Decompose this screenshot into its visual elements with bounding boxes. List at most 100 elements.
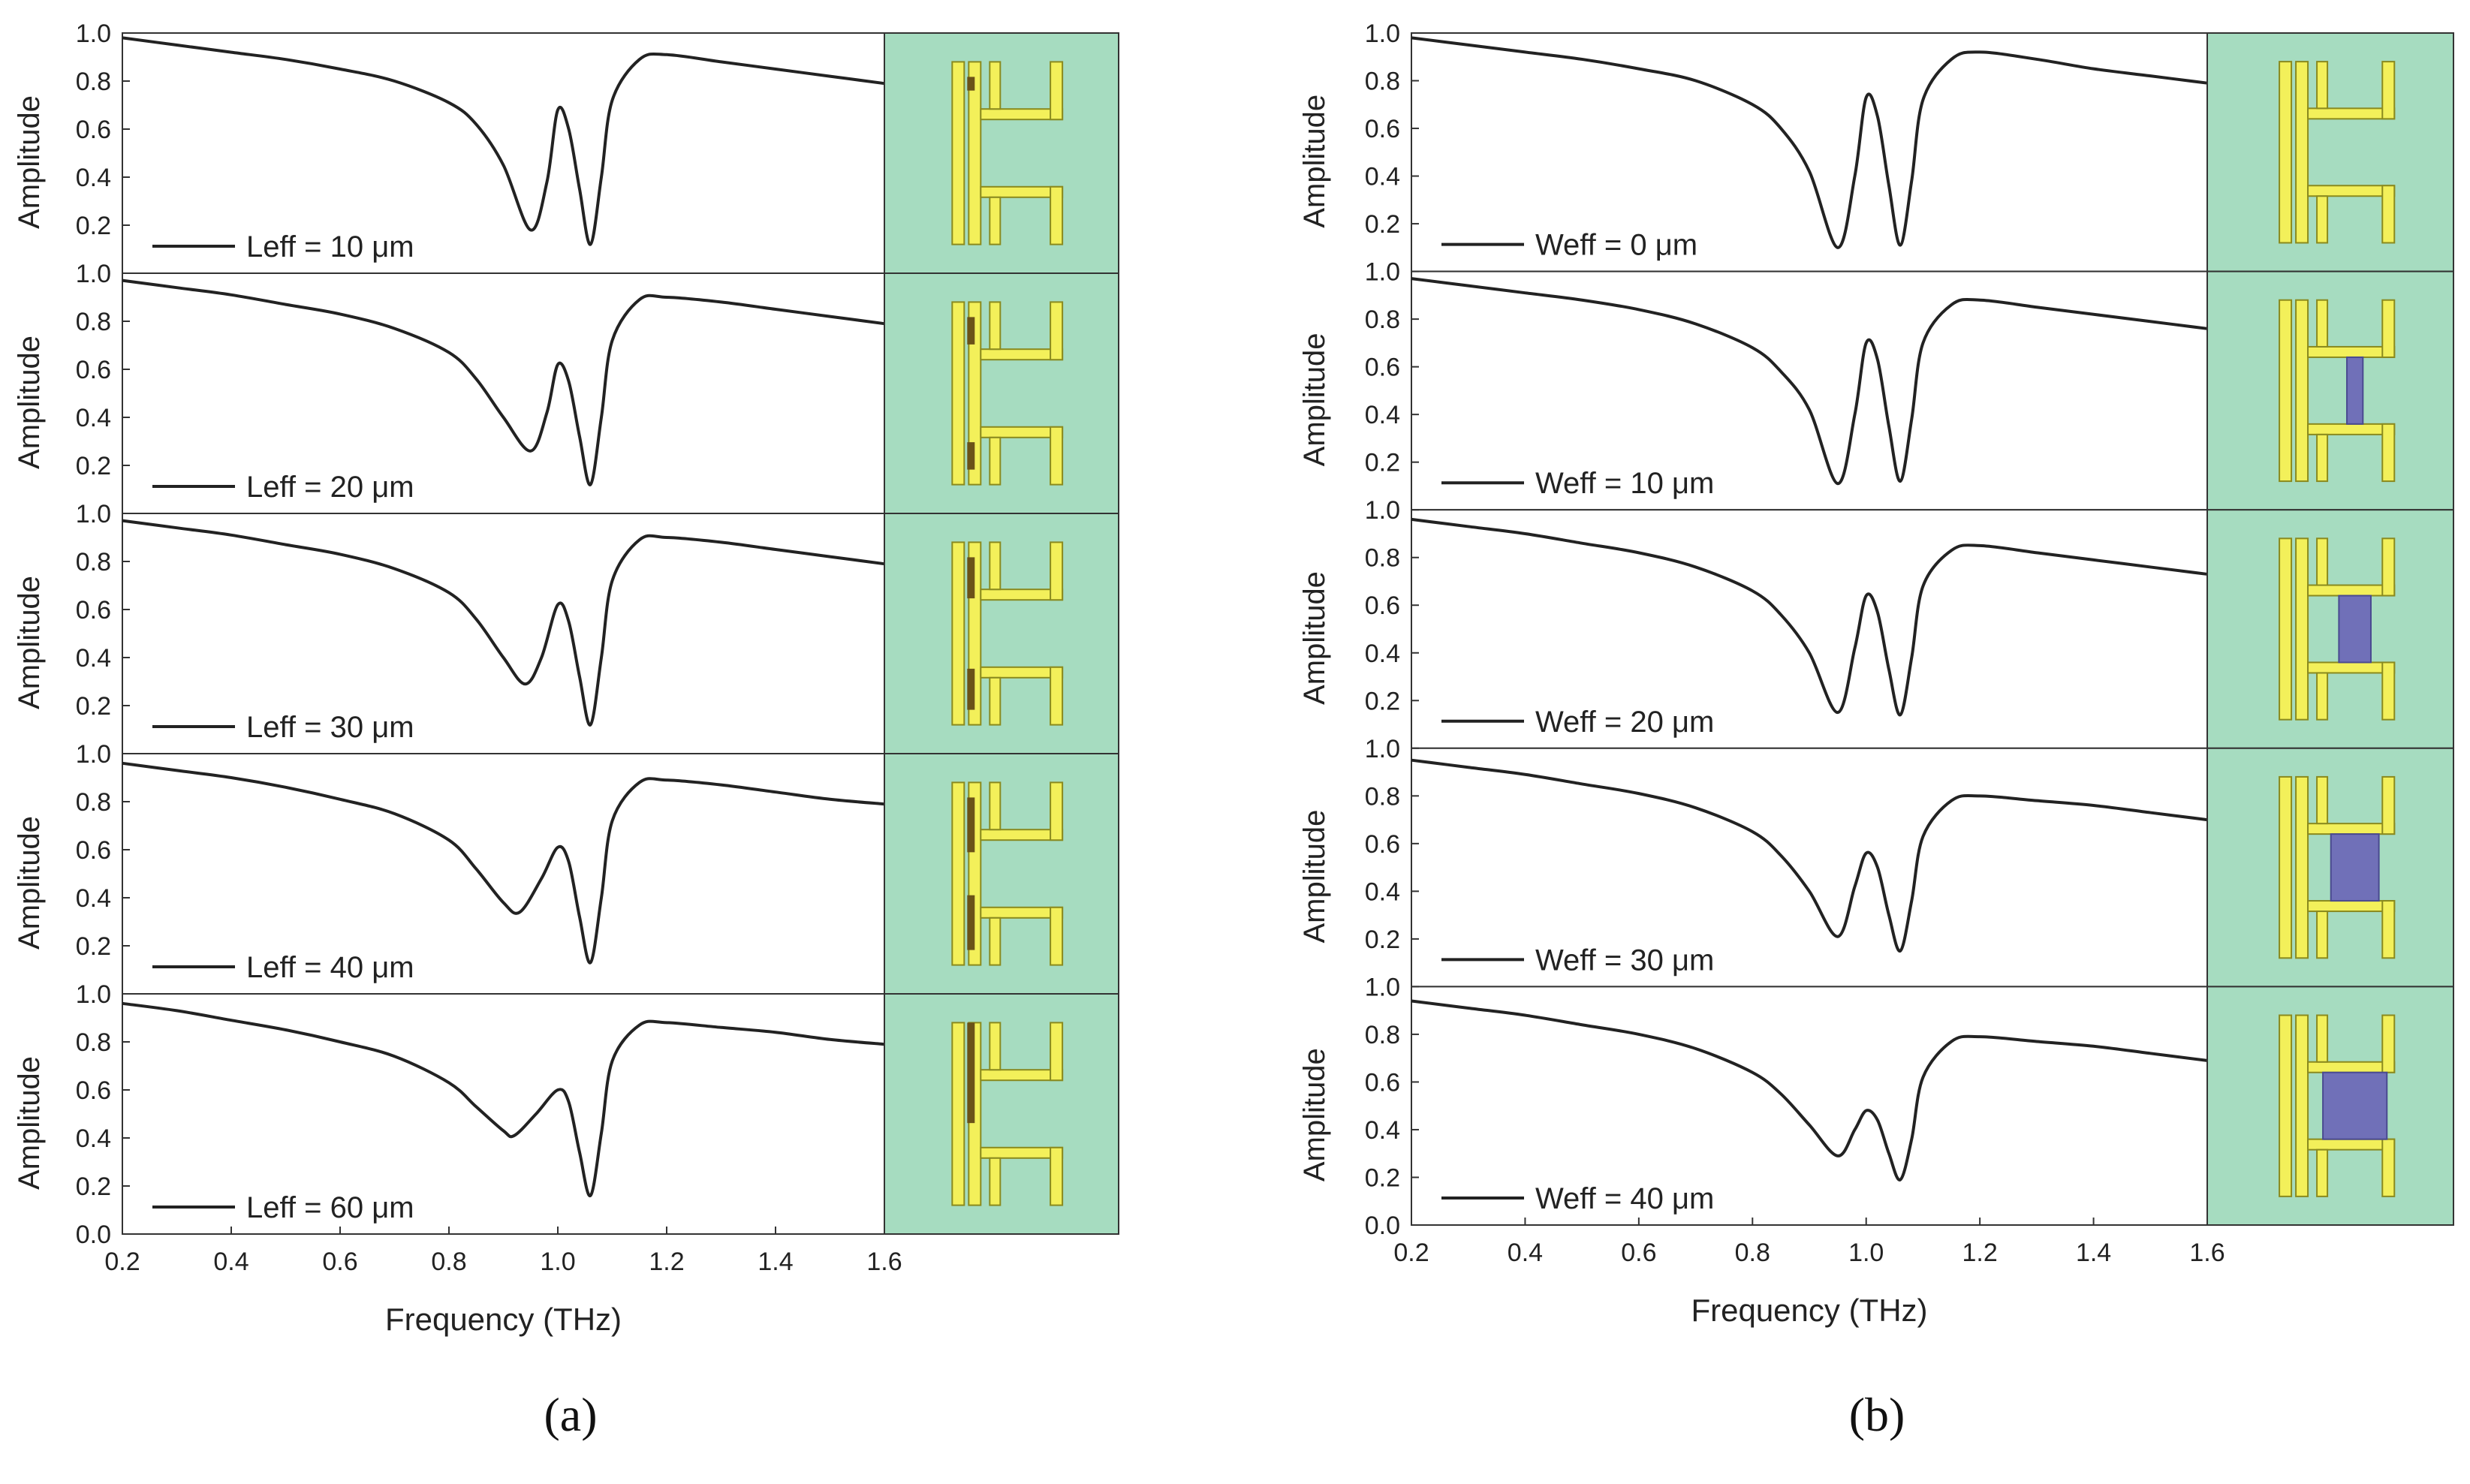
y-tick-label: 0.2 [76,212,111,240]
metal-bar [951,301,965,486]
plot-frame [122,993,885,1235]
metal-arm [2381,661,2396,721]
legend-label: Weff = 40 μm [1535,1182,1714,1215]
series-line [122,36,885,246]
metal-arm [989,436,1002,486]
y-tick-label: 0.2 [76,452,111,480]
x-tick-label: 0.4 [213,1248,249,1276]
metal-arm [2307,345,2396,358]
y-tick-label: 1.0 [76,20,111,48]
y-tick-label: 0.4 [76,1124,111,1153]
x-tick-label: 0.2 [104,1248,140,1276]
metal-arm [1050,301,1064,361]
x-tick-label: 0.6 [1621,1239,1656,1267]
metal-arm [1050,1146,1064,1206]
y-tick-label: 0.4 [1365,401,1400,429]
x-tick-label: 1.2 [1962,1239,1998,1267]
metal-arm [2307,1061,2396,1073]
y-tick-label: 0.4 [76,404,111,432]
y-tick-label: 0.8 [1365,306,1400,334]
y-tick-label: 0.4 [1365,163,1400,191]
x-tick-label: 0.8 [1735,1239,1770,1267]
plot-frame [1411,270,2208,511]
conductive-patch [2322,1071,2388,1140]
y-tick-label: 0.6 [1365,830,1400,859]
metal-arm [989,781,1002,831]
plot-frame [1411,747,2208,988]
metal-arm [989,1157,1002,1206]
subplot: 0.2 0.4 0.6 0.8 1.0 Amplitude Weff = 30 μm [1298,735,2454,988]
series-line [1411,277,2208,486]
metal-arm [1050,781,1064,841]
subplot: 0.2 0.4 0.6 0.8 1.0 Amplitude Weff = 10 μm [1298,258,2454,511]
y-tick-label: 0.4 [1365,640,1400,668]
subplot: 0.2 0.4 0.6 0.8 1.0 Amplitude Weff = 0 μm [1298,20,2454,272]
structure-inset [2206,32,2454,272]
series-line [1411,36,2208,249]
structure-inset [2206,270,2454,511]
inset-background [884,32,1119,274]
series-line [122,519,885,727]
metal-arm [2316,1014,2329,1063]
y-tick-label: 0.6 [1365,115,1400,143]
y-tick-label: 0.2 [76,1172,111,1201]
inset-background [2206,32,2454,272]
plot-frame [1411,509,2208,749]
plot-frame [122,753,885,995]
inset-background [884,272,1119,514]
metal-bar [2295,299,2309,483]
x-axis-label: Frequency (THz) [1691,1293,1927,1328]
series-line [122,761,885,965]
y-axis-label: Amplitude [1298,1048,1331,1181]
metal-arm [2307,107,2396,120]
y-tick-label: 1.0 [76,980,111,1009]
metal-bar [2279,1014,2293,1197]
metal-arm [1050,61,1064,121]
y-tick-label: 1.0 [1365,735,1400,763]
y-tick-label: 0.6 [1365,591,1400,620]
y-tick-label: 0.2 [1365,210,1400,239]
metal-arm [2316,775,2329,825]
y-tick-label: 0.2 [1365,1163,1400,1192]
metal-bar [951,61,965,245]
panel-caption: (a) [544,1388,597,1441]
y-tick-label: 0.8 [76,308,111,336]
y-tick-label: 0.0 [1365,1212,1400,1240]
x-tick-label: 1.0 [1848,1239,1884,1267]
y-tick-label: 0.6 [76,116,111,144]
y-tick-label: 0.6 [76,836,111,865]
inset-background [884,513,1119,754]
conductive-patch [967,317,975,345]
subplot: 0.2 0.4 0.6 0.8 1.0 Amplitude Leff = 10 μm [13,20,1119,274]
x-tick-label: 0.4 [1508,1239,1543,1267]
y-tick-label: 0.6 [1365,1068,1400,1097]
legend-label: Leff = 10 μm [246,230,414,263]
panel-caption: (b) [1849,1388,1905,1441]
metal-arm [2316,433,2329,483]
y-tick-label: 1.0 [76,740,111,769]
metal-arm [2316,1148,2329,1197]
y-tick-label: 0.8 [76,1028,111,1057]
metal-bar [2295,61,2309,244]
y-tick-label: 1.0 [1365,20,1400,48]
y-axis-label: Amplitude [1298,810,1331,944]
metal-arm [2316,911,2329,959]
x-tick-label: 1.6 [866,1248,902,1276]
y-tick-label: 0.4 [76,644,111,673]
metal-arm [989,541,1002,591]
metal-arm [1050,906,1064,966]
metal-arm [2307,900,2396,913]
metal-arm [2381,61,2396,120]
x-tick-label: 1.2 [649,1248,684,1276]
metal-arm [989,917,1002,966]
metal-arm [2381,537,2396,597]
metal-arm [989,196,1002,245]
y-tick-label: 0.2 [76,692,111,721]
metal-arm [989,301,1002,351]
y-tick-label: 1.0 [76,500,111,528]
x-tick-label: 1.4 [2076,1239,2111,1267]
series-line [1411,758,2208,953]
metal-arm [2307,185,2396,197]
y-tick-label: 0.8 [1365,782,1400,811]
metal-arm [2316,61,2329,110]
